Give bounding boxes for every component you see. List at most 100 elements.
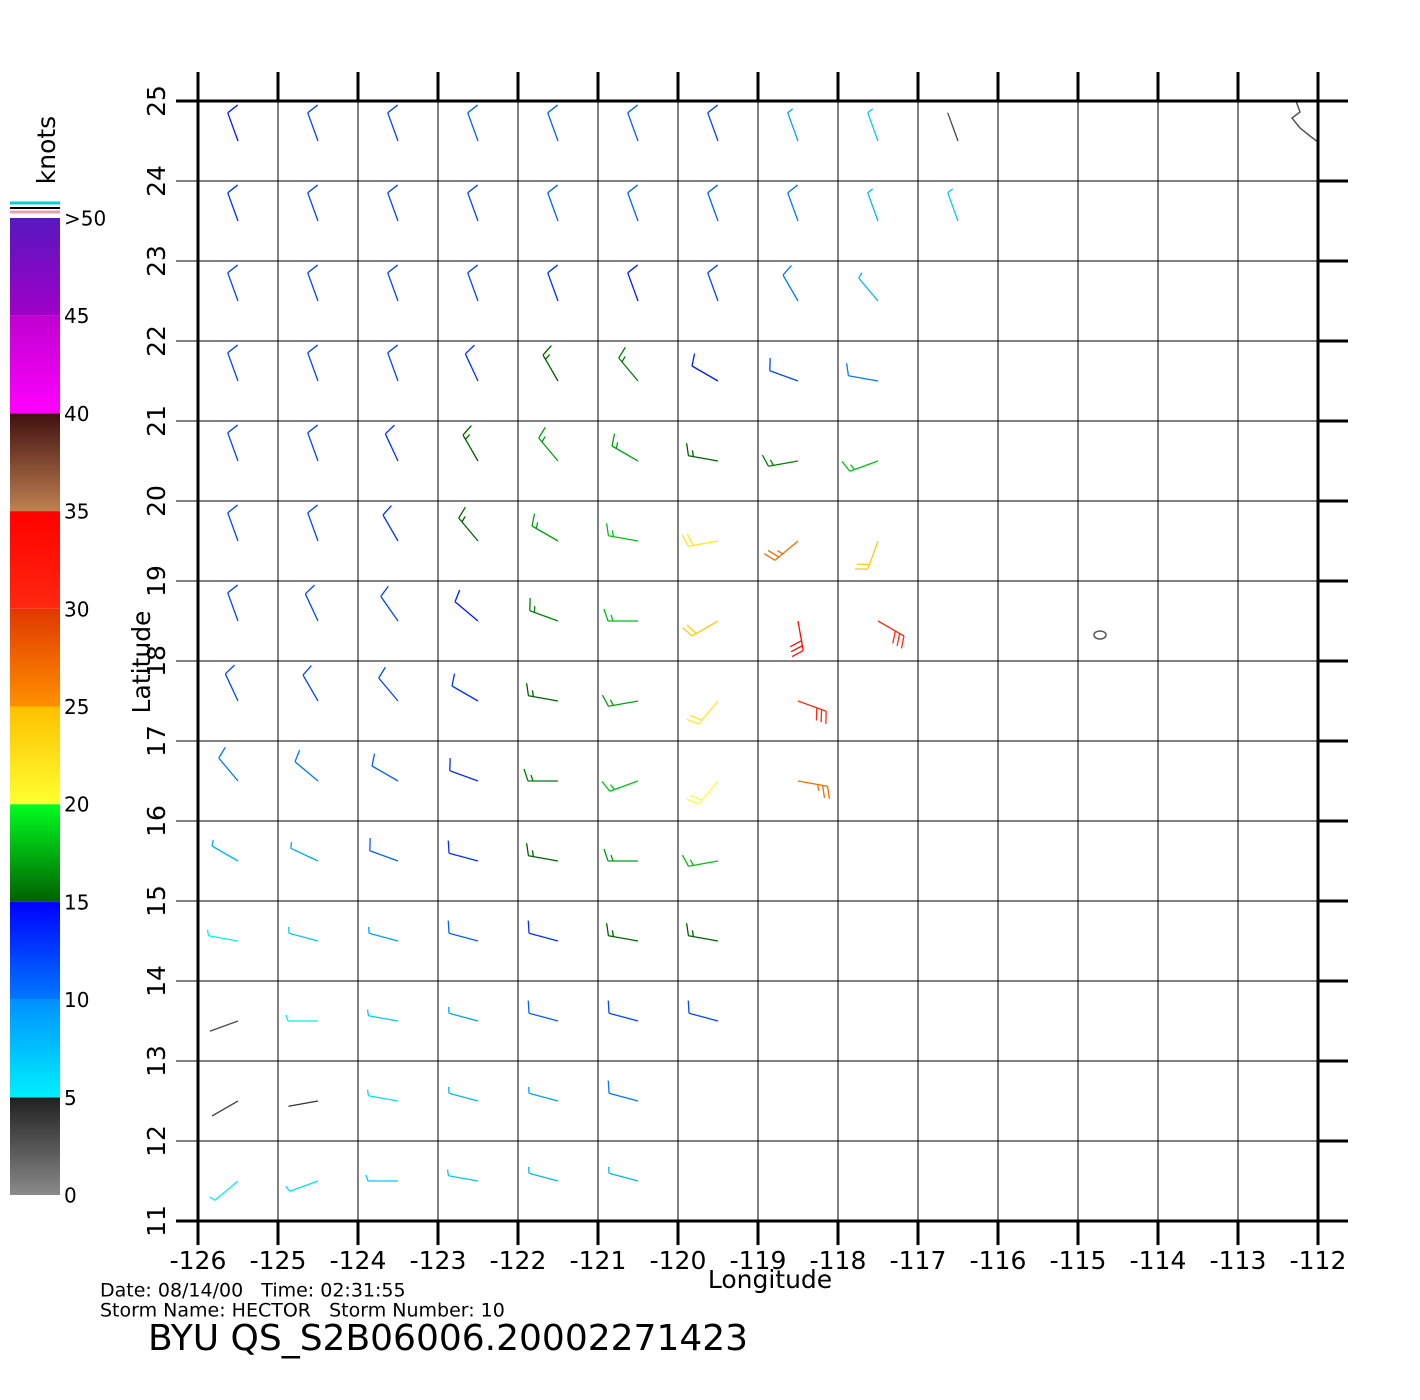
y-tick-label: 14 [142,965,171,997]
wind-barb [227,344,239,382]
x-tick-label: -116 [970,1246,1027,1275]
wind-barb [527,1166,559,1182]
wind-barb [845,363,879,382]
wind-barb [761,454,799,467]
wind-barb [467,264,479,302]
wind-barb [227,104,239,142]
wind-barb [209,1020,239,1032]
wind-barb [378,666,399,702]
wind-barb [547,104,559,142]
wind-barb [618,346,639,382]
wind-barb [947,188,959,222]
wind-barb [547,264,559,302]
wind-barb [285,1180,319,1192]
wind-barb [527,1000,559,1022]
colorbar-band [10,218,60,316]
wind-barb [542,345,559,382]
wind-barb [947,112,959,142]
wind-barb [607,1080,639,1102]
wind-barb [707,264,719,302]
y-tick-label: 13 [142,1045,171,1077]
wind-barb [790,620,804,658]
colorbar-tick-label: 20 [64,793,89,817]
wind-barb [307,104,319,142]
wind-barb [288,1100,319,1107]
wind-barb [211,1100,239,1117]
wind-barb [227,424,239,462]
wind-barb [304,584,319,622]
wind-barb [227,504,239,542]
wind-barb [307,264,319,302]
wind-barb [607,1000,639,1022]
wind-barb [307,424,319,462]
island [1093,630,1107,640]
x-tick-label: -112 [1290,1246,1347,1275]
x-tick-label: -113 [1210,1246,1267,1275]
wind-barb [387,264,399,302]
wind-barb [464,344,479,382]
wind-barb [227,264,239,302]
wind-barb [467,104,479,142]
wind-barb [531,513,559,542]
colorbar-band [10,706,60,805]
colorbar-band [10,315,60,414]
wind-barb [447,840,479,862]
y-tick-label: 16 [142,805,171,837]
wind-barb [307,184,319,222]
wind-barb [462,425,479,462]
y-tick-label: 24 [142,165,171,197]
wind-barb [787,184,799,222]
wind-barb [527,1086,559,1102]
wind-barb [382,505,399,542]
wind-barb [224,664,239,702]
wind-barb [302,665,319,702]
wind-barb [603,848,638,862]
wind-barb [451,673,479,702]
wind-barb [367,926,399,942]
wind-barb [285,1014,318,1022]
wind-barb [681,854,719,867]
wind-barb [627,264,639,302]
wind-barb [365,1174,398,1182]
wind-barb [447,920,479,942]
y-tick-label: 19 [142,565,171,597]
wind-barb [307,344,319,382]
wind-barb [384,424,399,462]
wind-barb [763,540,799,561]
x-tick-label: -124 [330,1246,387,1275]
y-tick-label: 11 [142,1205,171,1237]
wind-barb [290,841,319,862]
wind-barb [686,780,719,805]
wind-barb [371,753,399,782]
y-tick-label: 12 [142,1125,171,1157]
x-tick-label: -117 [890,1246,947,1275]
y-tick-label: 25 [142,85,171,117]
wind-barb [525,683,559,702]
wind-barb [211,839,239,862]
x-tick-label: -126 [170,1246,227,1275]
colorbar-tick-label: 40 [64,402,89,426]
x-tick-label: -121 [570,1246,627,1275]
wind-barb [449,758,479,782]
colorbar-label: knots [32,116,61,184]
coastline [1290,100,1319,143]
wind-barb [458,506,479,542]
wind-barb [380,585,399,622]
x-tick-label: -125 [250,1246,307,1275]
wind-barb [467,184,479,222]
x-tick-label: -123 [410,1246,467,1275]
wind-barb [787,108,799,142]
wind-barb [209,1180,239,1201]
wind-barb [218,746,239,782]
wind-barb [307,504,319,542]
wind-barb [529,598,559,622]
wind-barb [707,184,719,222]
wind-barb [686,700,719,725]
wind-barb [601,694,639,707]
wind-barb [525,843,559,862]
colorbar-tick-label: 5 [64,1086,77,1110]
wind-barb [682,620,719,637]
x-tick-label: -114 [1130,1246,1187,1275]
wind-barb [366,1009,399,1022]
